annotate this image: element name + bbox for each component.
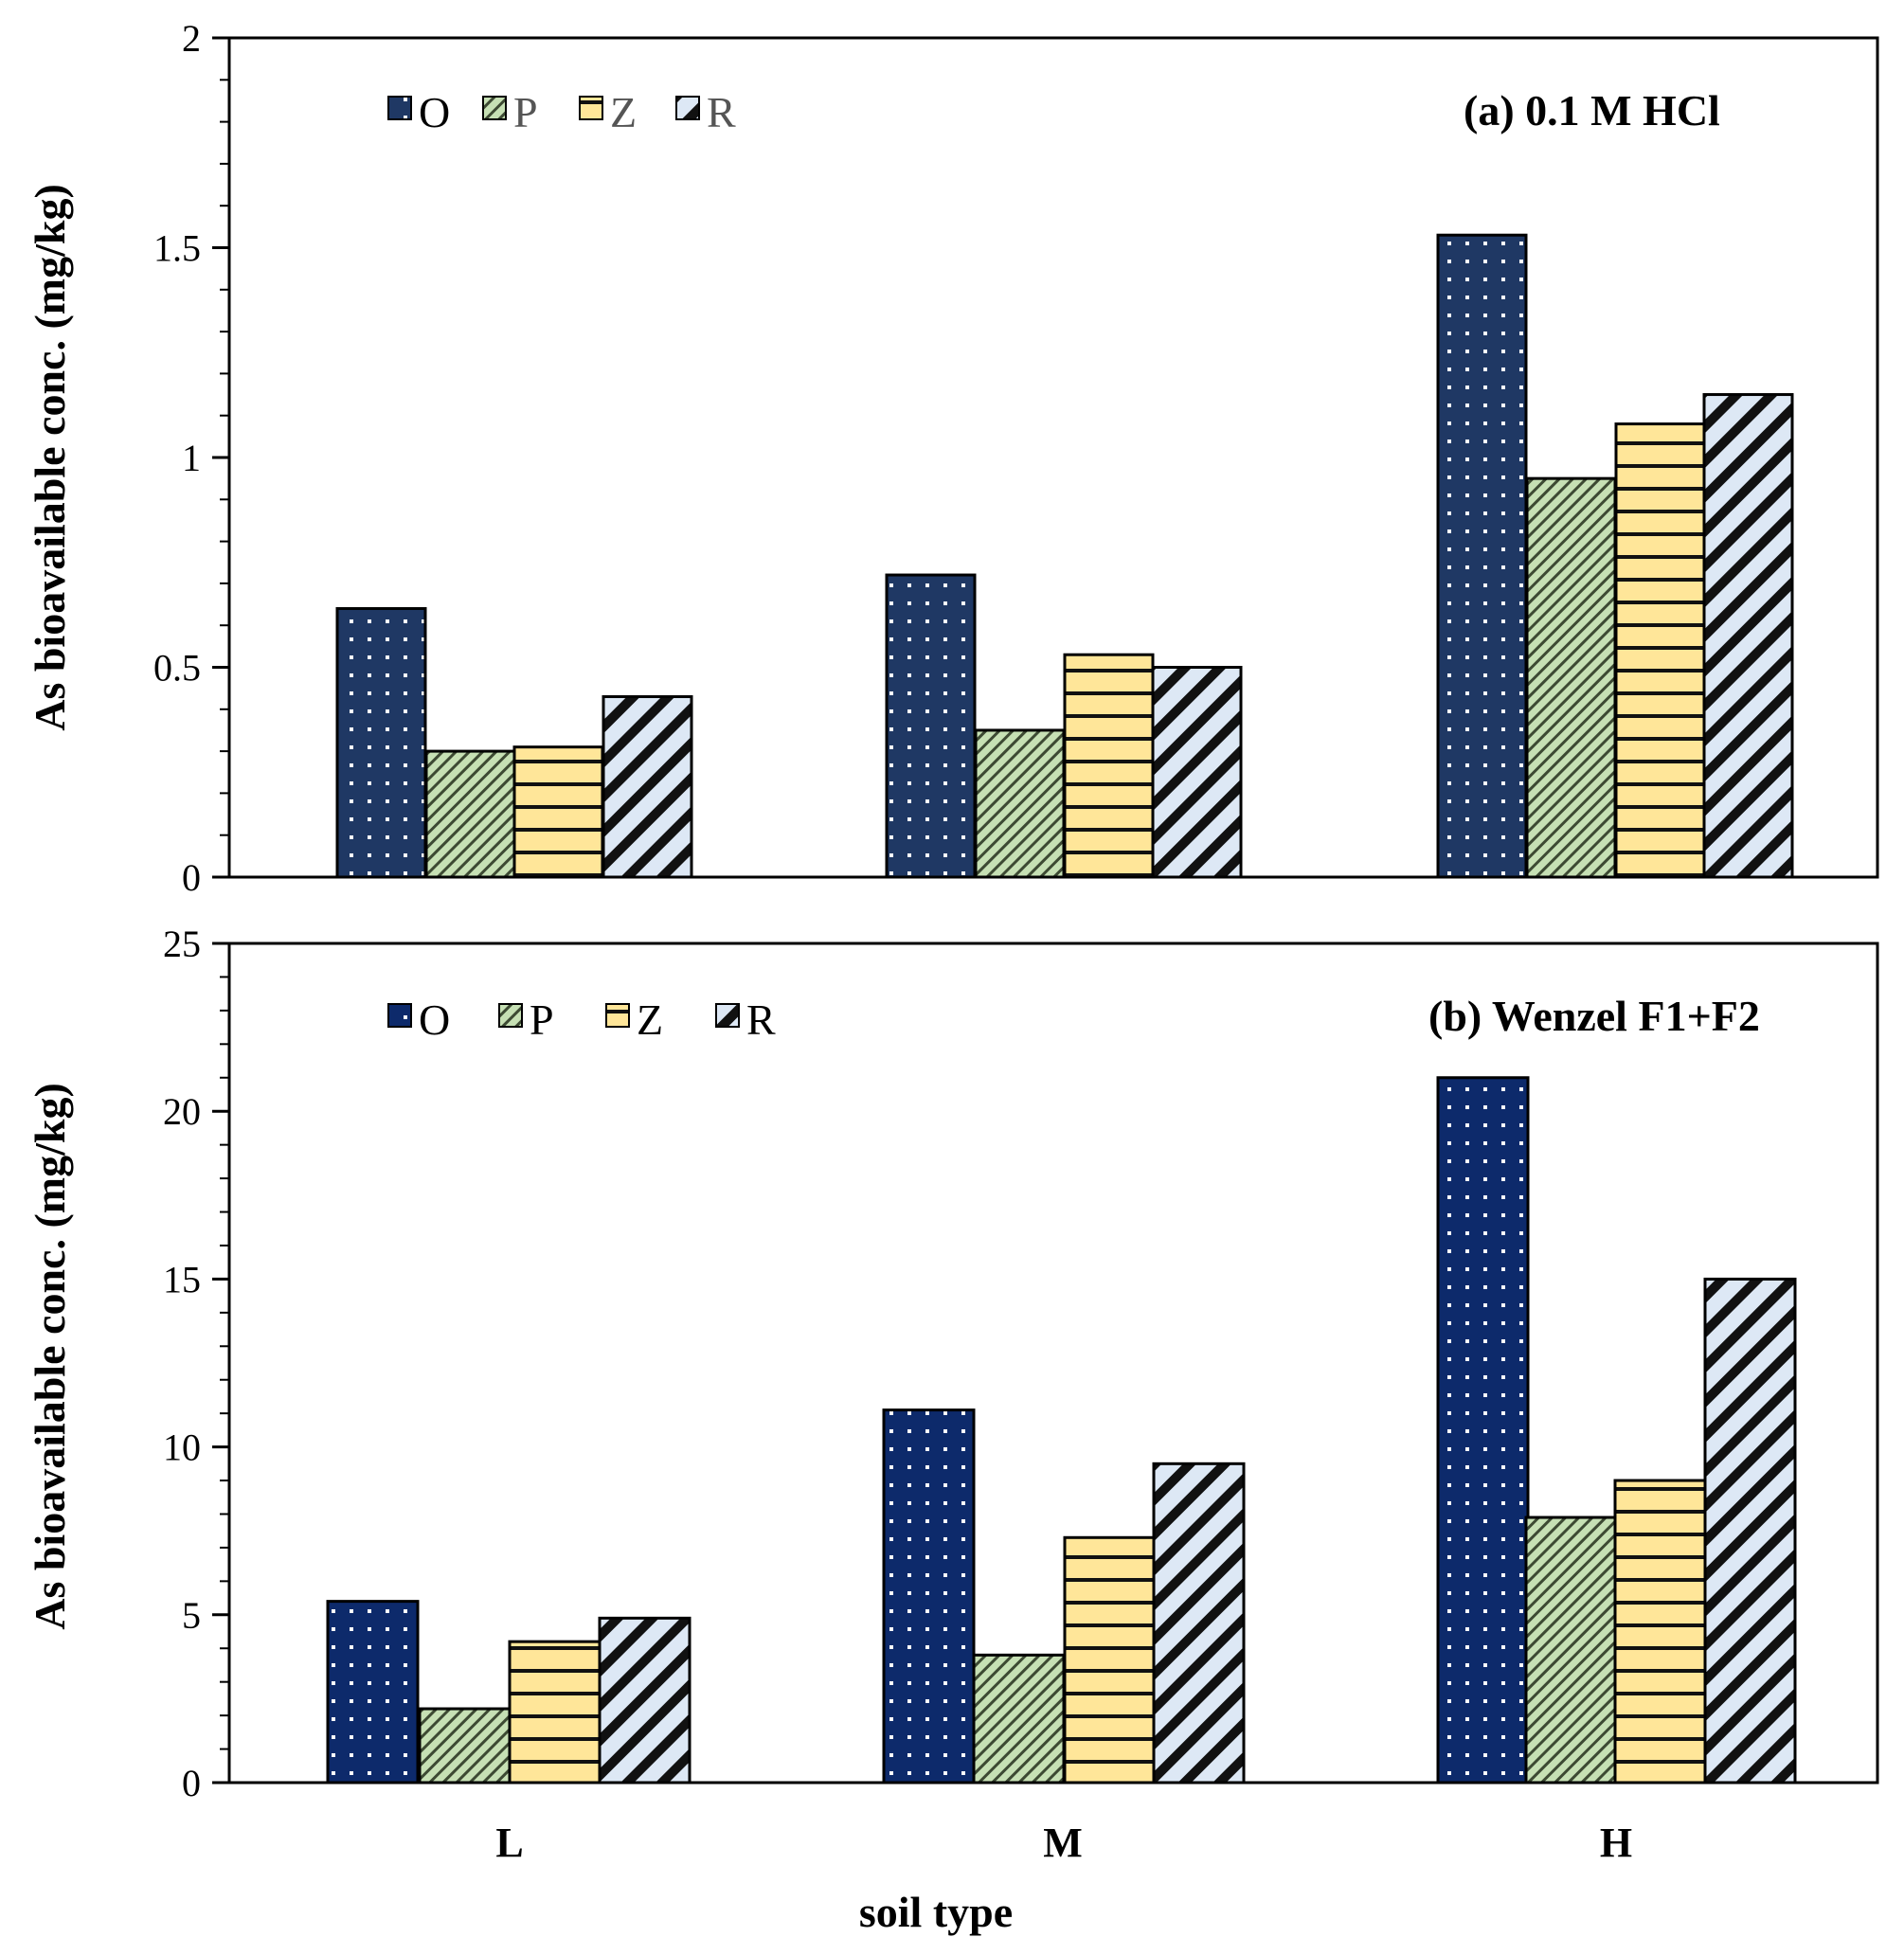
bar-M-O bbox=[885, 573, 977, 879]
bar-H-P bbox=[1525, 476, 1617, 879]
bar-M-P bbox=[972, 1653, 1066, 1785]
legend-label-P: P bbox=[513, 88, 538, 136]
bar-L-Z bbox=[508, 1640, 602, 1785]
y-tick-label: 1 bbox=[182, 437, 201, 479]
y-axis-title: As bioavailable conc. (mg/kg) bbox=[26, 1083, 74, 1630]
bar-M-P bbox=[974, 728, 1066, 879]
y-tick-label: 15 bbox=[163, 1258, 201, 1300]
legend-swatch-P bbox=[498, 1003, 523, 1028]
y-tick-label: 0.5 bbox=[153, 647, 201, 690]
bar-H-P bbox=[1524, 1516, 1618, 1785]
legend-label-P: P bbox=[530, 995, 554, 1044]
bar-L-O bbox=[335, 606, 427, 879]
panel-title: (a) 0.1 M HCl bbox=[1464, 86, 1720, 135]
panel-title: (b) Wenzel F1+F2 bbox=[1428, 992, 1760, 1040]
bar-L-R bbox=[598, 1616, 692, 1785]
y-tick-label: 1.5 bbox=[153, 227, 201, 270]
legend-label-Z: Z bbox=[610, 88, 637, 136]
bar-M-O bbox=[882, 1408, 976, 1785]
bar-L-P bbox=[418, 1707, 512, 1785]
bar-L-Z bbox=[512, 745, 604, 879]
y-tick-label: 10 bbox=[163, 1426, 201, 1469]
legend-swatch-O bbox=[387, 1003, 412, 1028]
x-category-label-H: H bbox=[1600, 1820, 1632, 1866]
legend-swatch-Z bbox=[605, 1003, 630, 1028]
bar-M-Z bbox=[1063, 1535, 1157, 1785]
bars bbox=[335, 233, 1794, 879]
legend-swatch-P bbox=[482, 96, 507, 120]
bar-H-Z bbox=[1613, 1479, 1707, 1785]
bar-M-Z bbox=[1063, 653, 1155, 879]
x-axis-title: soil type bbox=[859, 1888, 1013, 1936]
plot-frame bbox=[227, 36, 1879, 879]
x-category-label-L: L bbox=[495, 1820, 523, 1866]
legend-swatch-O bbox=[387, 96, 412, 120]
bar-H-R bbox=[1702, 393, 1794, 879]
y-tick-label: 0 bbox=[182, 856, 201, 899]
legend-label-O: O bbox=[419, 88, 450, 136]
bar-H-O bbox=[1436, 233, 1528, 879]
legend-swatch-R bbox=[715, 1003, 740, 1028]
legend-label-R: R bbox=[707, 88, 736, 136]
legend-label-Z: Z bbox=[637, 995, 663, 1044]
chart-panel-b: As bioavailable conc. (mg/kg) 0 5 10 15 20 25… bbox=[26, 923, 1879, 1936]
plot-frame bbox=[227, 942, 1879, 1785]
bar-L-R bbox=[602, 695, 693, 879]
legend-label-R: R bbox=[746, 995, 776, 1044]
x-category-label-M: M bbox=[1043, 1820, 1083, 1866]
bar-L-P bbox=[424, 749, 516, 879]
legend-label-O: O bbox=[419, 995, 450, 1044]
y-tick-label: 25 bbox=[163, 923, 201, 965]
bar-L-O bbox=[326, 1600, 420, 1785]
y-axis-ticks: 0 5 10 15 20 25 bbox=[163, 923, 229, 1804]
bar-H-O bbox=[1436, 1076, 1530, 1785]
legend-swatch-Z bbox=[579, 96, 603, 120]
y-tick-label: 0 bbox=[182, 1762, 201, 1804]
bars bbox=[326, 1076, 1797, 1785]
bar-H-R bbox=[1703, 1277, 1797, 1785]
y-tick-label: 20 bbox=[163, 1090, 201, 1133]
bar-M-R bbox=[1152, 1462, 1246, 1785]
bar-H-Z bbox=[1614, 422, 1706, 879]
bar-M-R bbox=[1151, 666, 1243, 879]
y-tick-label: 2 bbox=[182, 17, 201, 60]
y-tick-label: 5 bbox=[182, 1594, 201, 1637]
y-axis-title: As bioavailable conc. (mg/kg) bbox=[26, 184, 74, 731]
legend-swatch-R bbox=[675, 96, 700, 120]
chart-panel-a: As bioavailable conc. (mg/kg) 00.511.52 … bbox=[26, 17, 1879, 899]
y-axis-ticks: 0 0.5 1 1.5 2 bbox=[153, 17, 229, 899]
